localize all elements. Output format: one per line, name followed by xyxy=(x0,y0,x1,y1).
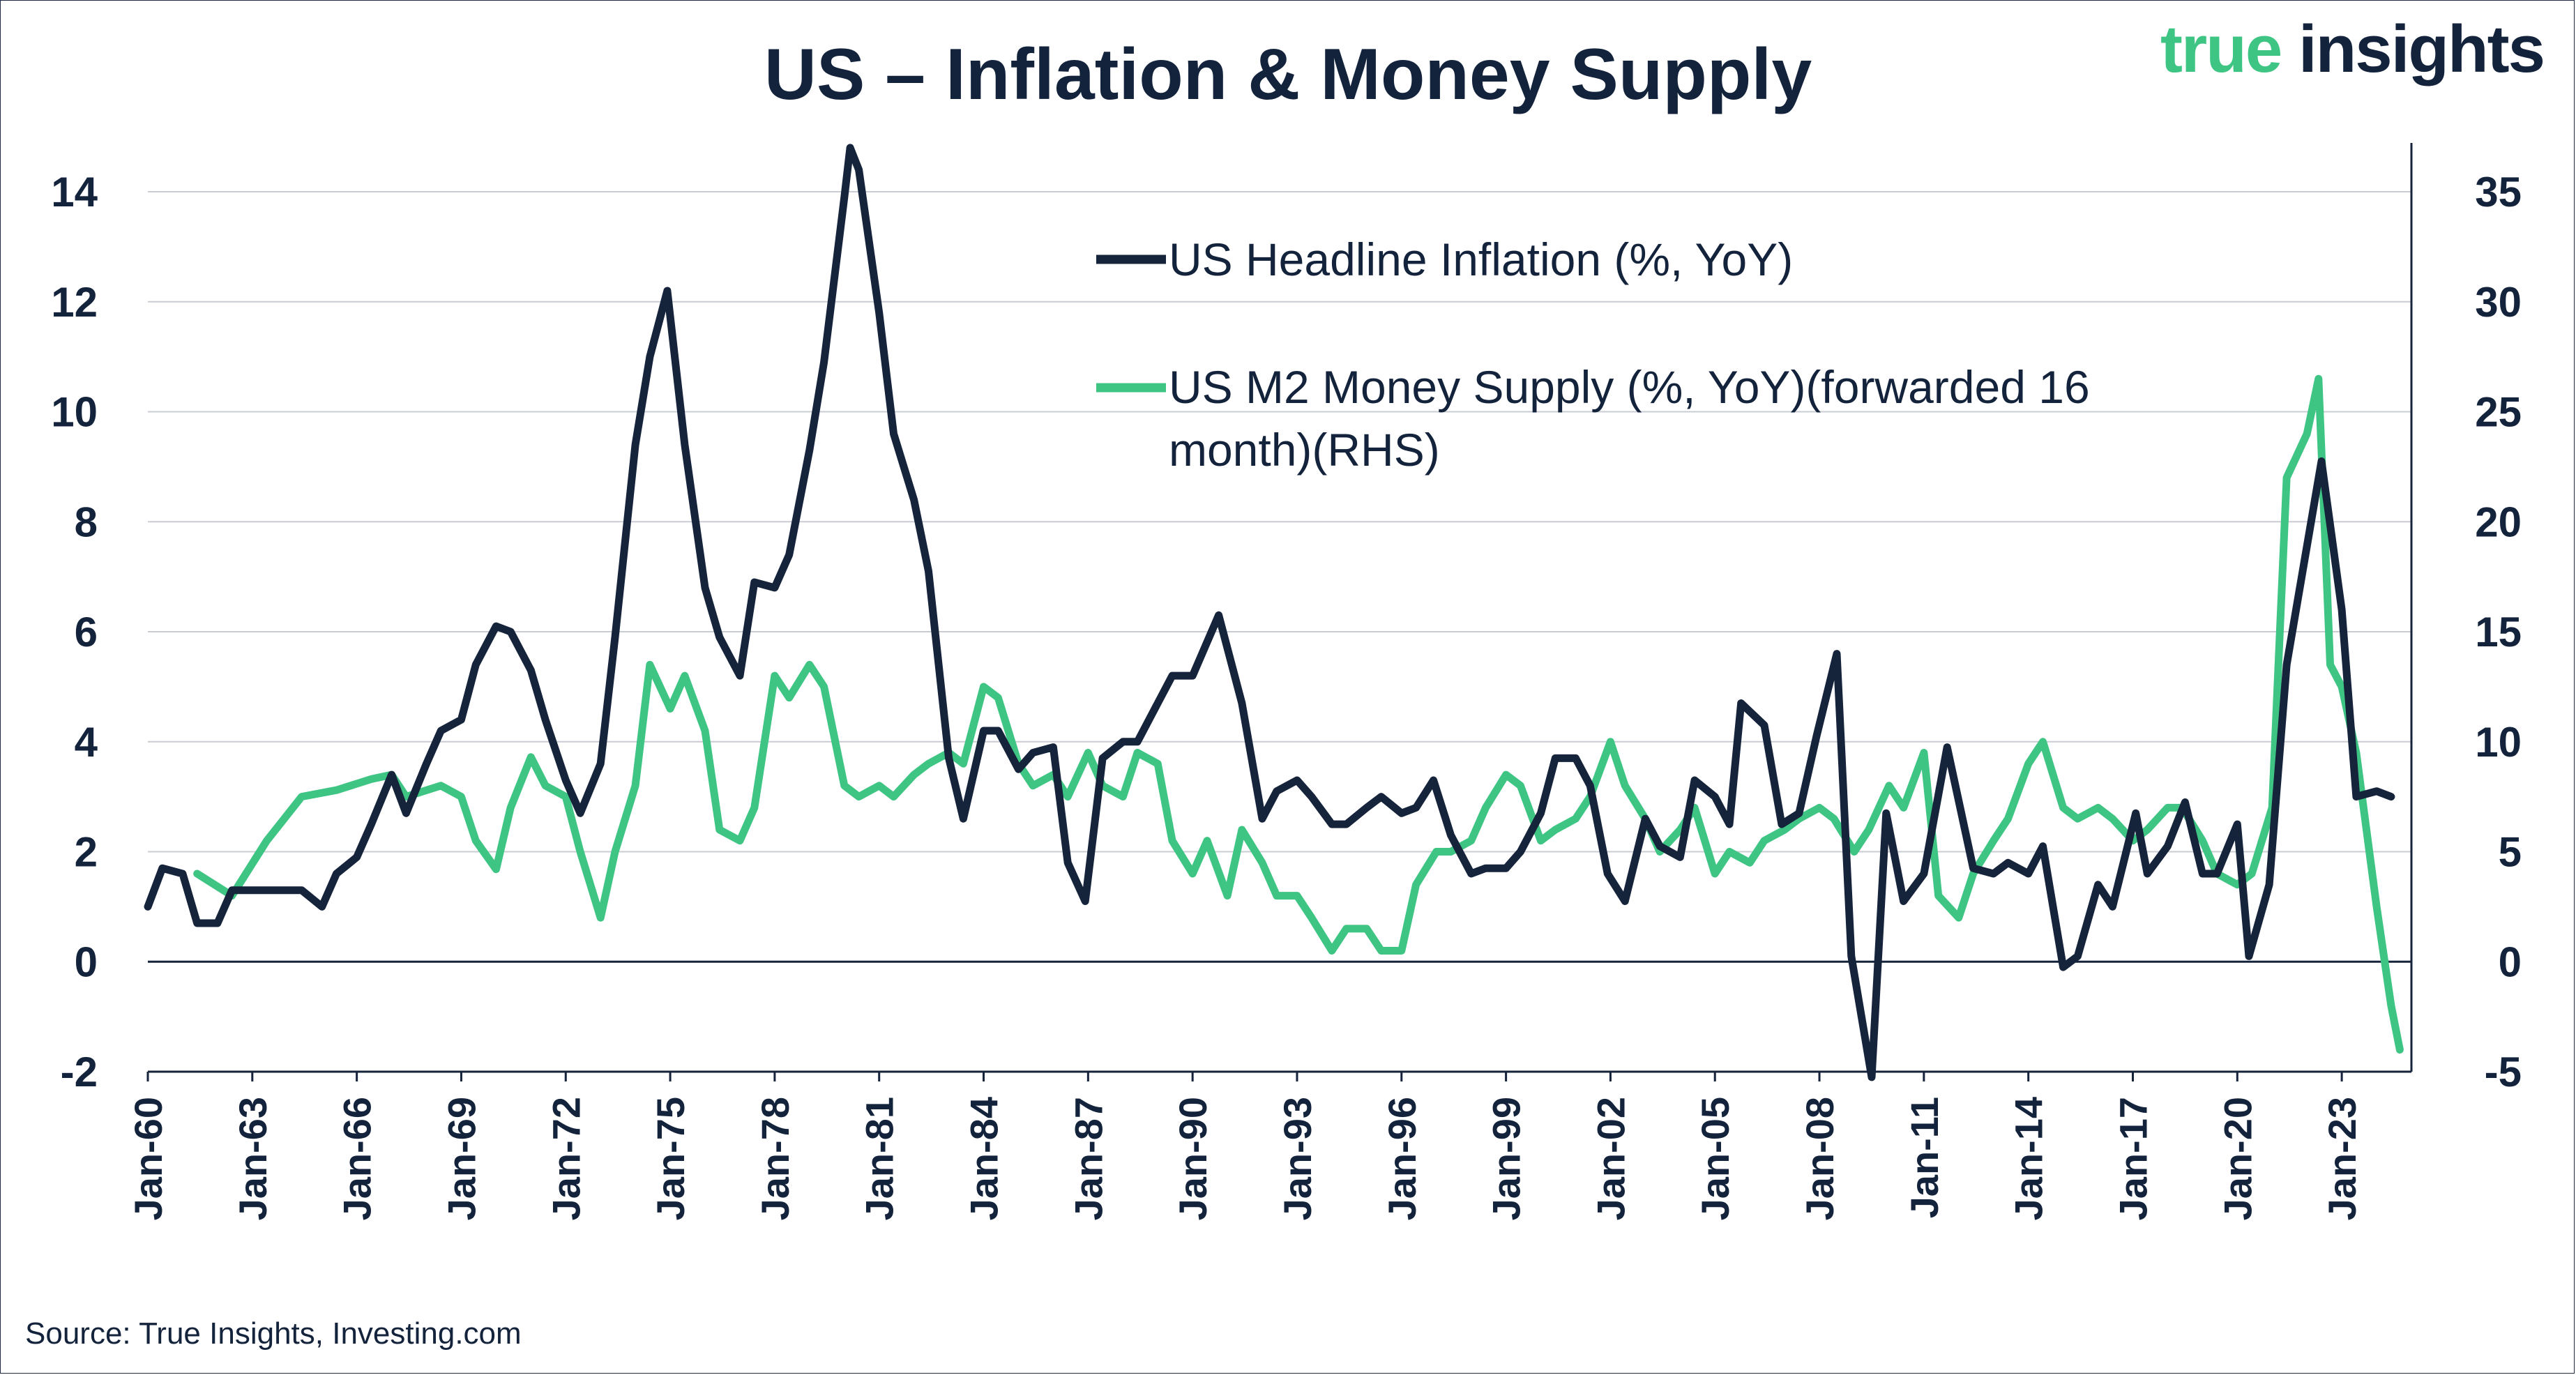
x-axis-ticks: Jan-60 Jan-63 Jan-66 Jan-69 Jan-72 Jan-75 Jan-… xyxy=(126,1072,2364,1220)
x-tick-label: Jan-66 xyxy=(335,1097,379,1220)
x-tick-label: Jan-78 xyxy=(753,1097,797,1220)
legend-label-inflation: US Headline Inflation (%, YoY) xyxy=(1169,234,1793,285)
x-tick-label: Jan-14 xyxy=(2007,1097,2051,1220)
y-left-tick-label: 8 xyxy=(75,499,98,545)
x-tick-label: Jan-99 xyxy=(1485,1097,1529,1220)
y-axis-right-ticks: 35 30 25 20 15 10 5 0 -5 xyxy=(2475,169,2522,1095)
y-left-tick-label: 2 xyxy=(75,829,98,876)
y-left-tick-label: 4 xyxy=(75,719,98,766)
x-tick-label: Jan-96 xyxy=(1380,1097,1424,1220)
y-right-tick-label: 5 xyxy=(2499,829,2522,876)
x-tick-label: Jan-75 xyxy=(649,1097,692,1220)
y-right-tick-label: 0 xyxy=(2499,939,2522,985)
chart-title: US – Inflation & Money Supply xyxy=(764,34,1812,115)
y-right-tick-label: 20 xyxy=(2475,499,2522,545)
series-line-m2-money-supply xyxy=(193,374,2404,1054)
y-left-tick-label: 0 xyxy=(75,939,98,985)
x-tick-label: Jan-17 xyxy=(2111,1097,2155,1220)
x-tick-label: Jan-72 xyxy=(544,1097,588,1220)
x-tick-label: Jan-08 xyxy=(1798,1097,1842,1220)
x-tick-label: Jan-93 xyxy=(1275,1097,1319,1220)
y-right-tick-label: 25 xyxy=(2475,389,2522,436)
x-tick-label: Jan-63 xyxy=(231,1097,275,1220)
y-axis-left-ticks: 14 12 10 8 6 4 2 0 -2 xyxy=(51,169,98,1095)
x-tick-label: Jan-11 xyxy=(1902,1097,1946,1218)
x-tick-label: Jan-05 xyxy=(1693,1097,1737,1220)
logo-word-insights: insights xyxy=(2298,12,2545,86)
brand-logo: true insights xyxy=(2160,11,2545,88)
gridlines xyxy=(148,191,2411,1072)
x-tick-label: Jan-20 xyxy=(2215,1097,2259,1220)
logo-word-true: true xyxy=(2160,12,2282,86)
x-tick-label: Jan-60 xyxy=(126,1097,170,1220)
y-left-tick-label: 14 xyxy=(51,169,98,215)
x-tick-label: Jan-84 xyxy=(962,1097,1006,1220)
y-left-tick-label: 6 xyxy=(75,609,98,655)
legend-label-m2: US M2 Money Supply (%, YoY)(forwarded 16 xyxy=(1169,361,2090,413)
series-line-headline-inflation xyxy=(144,144,2395,1081)
legend: US Headline Inflation (%, YoY) US M2 Mon… xyxy=(1096,234,2090,476)
y-right-tick-label: 15 xyxy=(2475,609,2522,655)
axes xyxy=(148,143,2413,1073)
series-lines xyxy=(144,144,2404,1081)
y-left-tick-label: 12 xyxy=(51,279,98,326)
x-tick-label: Jan-23 xyxy=(2320,1097,2364,1220)
y-left-tick-label: 10 xyxy=(51,389,98,436)
x-tick-label: Jan-90 xyxy=(1171,1097,1215,1220)
y-left-tick-label: -2 xyxy=(61,1049,98,1095)
y-right-tick-label: 30 xyxy=(2475,279,2522,326)
y-right-tick-label: -5 xyxy=(2485,1049,2522,1095)
source-note: Source: True Insights, Investing.com xyxy=(25,1316,522,1351)
x-tick-label: Jan-81 xyxy=(858,1097,902,1220)
x-tick-label: Jan-87 xyxy=(1066,1097,1110,1220)
legend-label-m2-line2: month)(RHS) xyxy=(1169,424,1440,476)
x-tick-label: Jan-69 xyxy=(439,1097,483,1220)
y-right-tick-label: 10 xyxy=(2475,719,2522,766)
y-right-tick-label: 35 xyxy=(2475,169,2522,215)
x-tick-label: Jan-02 xyxy=(1589,1097,1632,1220)
